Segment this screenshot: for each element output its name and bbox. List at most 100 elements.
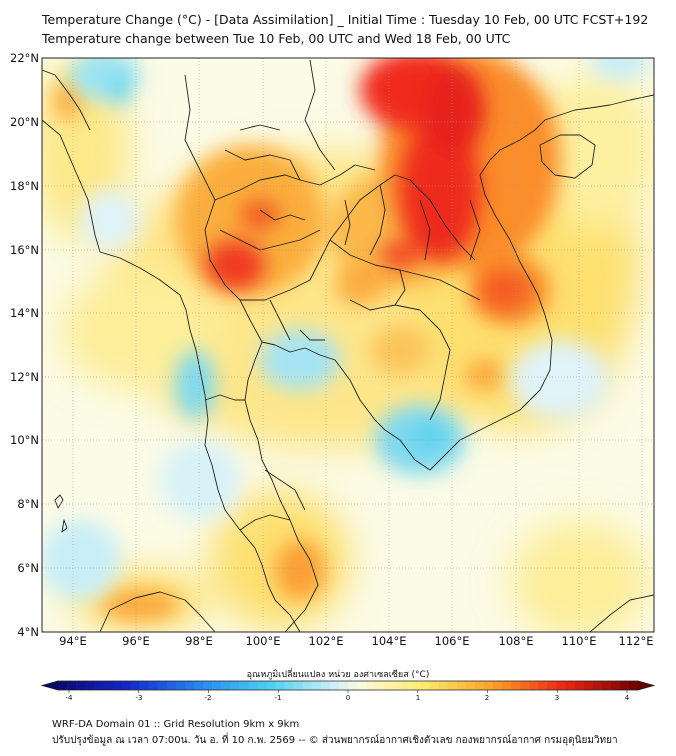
lon-label: 102°E xyxy=(309,634,344,648)
colorbar-tick: -4 xyxy=(66,694,74,702)
colorbar-outline xyxy=(40,680,656,691)
colorbar-title: อุณหภูมิเปลี่ยนแปลง หน่วย องศาเซลเซียส (… xyxy=(246,670,430,680)
colorbar-segment xyxy=(248,681,258,690)
colorbar-segment xyxy=(94,681,104,690)
colorbar-segment xyxy=(529,681,539,690)
colorbar-segment xyxy=(157,681,168,690)
map-title-line1: Temperature Change (°C) - [Data Assimila… xyxy=(42,12,649,27)
map-title-line2: Temperature change between Tue 10 Feb, 0… xyxy=(42,31,511,46)
lat-label: 8°N xyxy=(17,497,39,511)
colorbar-segment xyxy=(402,681,412,690)
colorbar-segment xyxy=(221,681,231,690)
lon-label: 96°E xyxy=(122,634,150,648)
coastline-and-borders xyxy=(42,59,654,632)
colorbar-tick: 3 xyxy=(555,694,559,702)
lat-label: 18°N xyxy=(10,179,39,193)
colorbar-segment xyxy=(112,681,122,690)
longitude-axis: 94°E 96°E 98°E 100°E 102°E 104°E 106°E 1… xyxy=(59,634,653,648)
colorbar-segment xyxy=(375,681,385,690)
colorbar-tick: -2 xyxy=(205,694,212,702)
colorbar-segment xyxy=(502,681,512,690)
colorbar-segment xyxy=(429,681,439,690)
colorbar-segment xyxy=(438,681,448,690)
lon-label: 112°E xyxy=(619,634,654,648)
colorbar-segment xyxy=(175,681,186,690)
lat-label: 4°N xyxy=(17,625,39,639)
colorbar-segment xyxy=(130,681,140,690)
lat-label: 12°N xyxy=(10,370,39,384)
colorbar-segment xyxy=(121,681,131,690)
colorbar-segment xyxy=(311,681,322,690)
colorbar-min-extension xyxy=(42,681,58,690)
lon-label: 106°E xyxy=(435,634,470,648)
colorbar-segment xyxy=(583,681,593,690)
colorbar-tick: 2 xyxy=(485,694,489,702)
lon-label: 98°E xyxy=(185,634,213,648)
colorbar-segment xyxy=(348,681,358,690)
colorbar-segment xyxy=(556,681,566,690)
colorbar-segment xyxy=(456,681,467,690)
colorbar-max-extension xyxy=(638,681,654,690)
lat-label: 10°N xyxy=(10,433,39,447)
colorbar-segment xyxy=(366,681,376,690)
colorbar-tick: 0 xyxy=(346,694,350,702)
lon-label: 100°E xyxy=(246,634,281,648)
colorbar-segment xyxy=(76,681,86,690)
colorbar-segment xyxy=(483,681,494,690)
colorbar-ticks: -4 -3 -2 -1 0 1 2 3 4 xyxy=(66,694,630,702)
colorbar-tick: 4 xyxy=(625,694,630,702)
lat-label: 14°N xyxy=(10,306,39,320)
temperature-field xyxy=(42,58,654,632)
colorbar-segment xyxy=(474,681,485,690)
colorbar-segment xyxy=(393,681,403,690)
colorbar-tick: -1 xyxy=(275,694,282,702)
colorbar-segment xyxy=(103,681,113,690)
footer-model-info: WRF-DA Domain 01 :: Grid Resolution 9km … xyxy=(52,719,300,730)
colorbar-segment xyxy=(320,681,331,690)
colorbar xyxy=(40,680,656,693)
lon-label: 104°E xyxy=(372,634,407,648)
lat-label: 16°N xyxy=(10,243,39,257)
colorbar-segment xyxy=(266,681,276,690)
lat-label: 22°N xyxy=(10,51,39,65)
colorbar-segment xyxy=(538,681,548,690)
colorbar-segment xyxy=(420,681,430,690)
footer-credit: ปรับปรุงข้อมูล ณ เวลา 07:00น. วัน อ. ที่… xyxy=(52,735,618,746)
map-frame xyxy=(41,57,655,633)
colorbar-segment xyxy=(547,681,557,690)
colorbar-segment xyxy=(212,681,222,690)
colorbar-segment xyxy=(511,681,521,690)
graticule xyxy=(42,58,654,632)
colorbar-segment xyxy=(338,681,349,690)
colorbar-segment xyxy=(493,681,503,690)
colorbar-segment xyxy=(384,681,394,690)
lon-label: 108°E xyxy=(499,634,534,648)
colorbar-segment xyxy=(166,681,177,690)
colorbar-segment xyxy=(619,681,630,690)
colorbar-segment xyxy=(574,681,584,690)
colorbar-segment xyxy=(357,681,367,690)
colorbar-segment xyxy=(411,681,421,690)
lon-label: 110°E xyxy=(562,634,597,648)
colorbar-segment xyxy=(230,681,240,690)
colorbar-segment xyxy=(592,681,603,690)
colorbar-segment xyxy=(302,681,313,690)
colorbar-segment xyxy=(58,681,68,690)
colorbar-segment xyxy=(465,681,476,690)
colorbar-segment xyxy=(329,681,340,690)
colorbar-segment xyxy=(565,681,575,690)
colorbar-segment xyxy=(184,681,195,690)
lon-label: 94°E xyxy=(59,634,87,648)
colorbar-segment xyxy=(601,681,612,690)
colorbar-segment xyxy=(139,681,149,690)
colorbar-segment xyxy=(520,681,530,690)
colorbar-segment xyxy=(67,681,77,690)
colorbar-segment xyxy=(628,681,639,690)
latitude-axis: 22°N 20°N 18°N 16°N 14°N 12°N 10°N 8°N 6… xyxy=(10,51,39,639)
colorbar-segment xyxy=(447,681,458,690)
lat-label: 20°N xyxy=(10,115,39,129)
colorbar-segment xyxy=(203,681,213,690)
colorbar-segment xyxy=(148,681,158,690)
colorbar-segment xyxy=(85,681,95,690)
